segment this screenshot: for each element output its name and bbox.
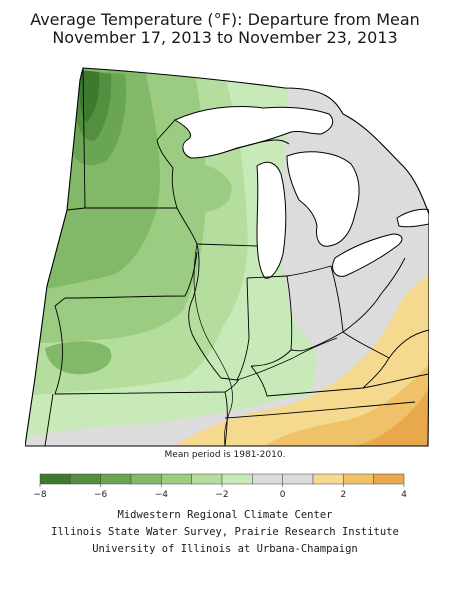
legend-swatch	[373, 473, 405, 485]
contour-plus-1	[175, 274, 429, 446]
contour-plus-3	[355, 388, 429, 446]
map-svg	[25, 67, 429, 447]
legend-tick-label: −4	[155, 490, 169, 500]
michigan-up-border	[224, 139, 290, 153]
minnesota-border	[82, 67, 178, 209]
lake-erie	[332, 233, 403, 277]
ohio-river	[236, 337, 338, 381]
legend-swatch	[70, 473, 101, 485]
kentucky-border	[250, 331, 390, 397]
contour-plus-2	[265, 364, 429, 446]
illinois-border	[188, 243, 250, 381]
legend-swatch	[100, 473, 132, 485]
legend-tick-label: 2	[340, 490, 346, 500]
virginia-border	[362, 373, 429, 389]
contour-minus-4-east	[172, 163, 232, 212]
legend-tick-label: −6	[94, 490, 108, 500]
map-date-range: November 17, 2013 to November 23, 2013	[52, 28, 398, 47]
legend-tick-label: 0	[280, 490, 286, 500]
temperature-departure-map	[25, 48, 429, 448]
missouri-border	[54, 297, 239, 395]
lake-superior	[173, 106, 334, 159]
legend-swatch	[130, 473, 162, 485]
lake-ontario-edge	[396, 208, 429, 228]
map-title: Average Temperature (°F): Departure from…	[30, 10, 420, 29]
legend-swatch	[161, 473, 192, 485]
contour-plus-1-east	[413, 292, 429, 335]
legend-swatch	[221, 473, 253, 485]
legend-tick-label: −2	[215, 490, 228, 500]
legend-swatch	[252, 473, 283, 485]
boundaries	[44, 67, 429, 447]
tennessee-border	[224, 401, 416, 419]
contour-minus-7	[79, 70, 100, 122]
legend-swatch	[39, 473, 71, 485]
legend-swatch	[343, 473, 374, 485]
credit-line-2: Illinois State Water Survey, Prairie Res…	[51, 526, 399, 538]
lake-huron	[286, 151, 360, 247]
credit-line-3: University of Illinois at Urbana-Champai…	[92, 543, 358, 555]
wisconsin-border	[176, 207, 258, 247]
legend-swatch	[191, 473, 223, 485]
west-virginia-border	[342, 257, 429, 359]
lake-michigan	[256, 161, 287, 279]
map-outline	[25, 67, 429, 447]
legend-tick-label: −8	[33, 490, 47, 500]
mean-period-note: Mean period is 1981-2010.	[164, 450, 286, 460]
credit-line-1: Midwestern Regional Climate Center	[117, 509, 333, 521]
mississippi-river	[193, 243, 233, 447]
legend-swatch	[312, 473, 344, 485]
color-legend: −8 −6 −4 −2 0 2 4	[33, 473, 407, 500]
legend-tick-label: 4	[401, 490, 407, 500]
legend-swatch	[282, 473, 314, 485]
